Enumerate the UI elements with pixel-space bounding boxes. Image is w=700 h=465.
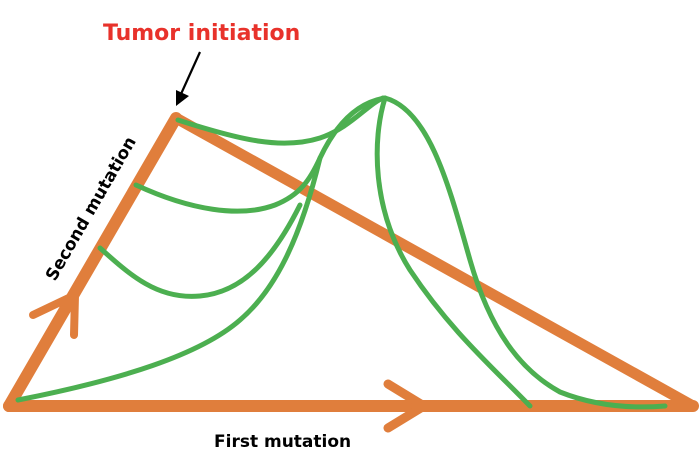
fitness-curves	[15, 95, 668, 410]
curve-base-rise	[15, 95, 388, 403]
tumor-initiation-arrow	[176, 51, 202, 106]
curve-peak-descent-inner	[374, 95, 533, 409]
curve-apex-to-peak	[175, 95, 386, 146]
mutation-triangle	[3, 112, 699, 412]
first-mutation-label: First mutation	[214, 432, 351, 452]
first-mutation-arrowhead	[383, 379, 429, 433]
curve-lower	[97, 202, 303, 299]
tumor-initiation-label: Tumor initiation	[103, 21, 300, 46]
curve-upper	[133, 155, 323, 214]
second-mutation-arrowhead	[29, 291, 79, 339]
curve-peak-descent-outer	[382, 95, 668, 410]
